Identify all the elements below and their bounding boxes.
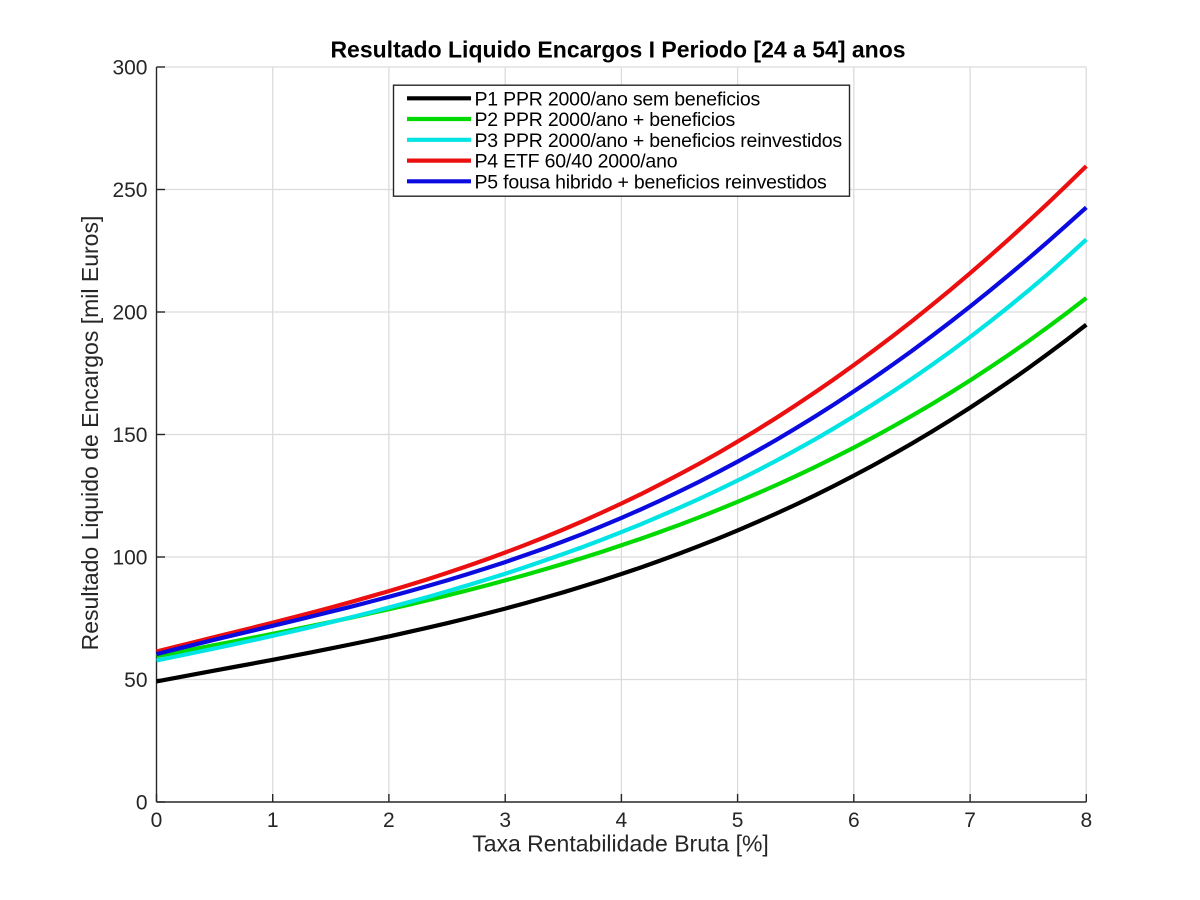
- svg-text:2: 2: [383, 809, 395, 832]
- svg-text:3: 3: [499, 809, 511, 832]
- svg-text:150: 150: [112, 424, 147, 447]
- svg-text:8: 8: [1080, 809, 1092, 832]
- svg-text:4: 4: [616, 809, 628, 832]
- svg-text:Resultado Liquido de Encargos: Resultado Liquido de Encargos [mil Euros…: [77, 216, 103, 651]
- svg-text:Taxa Rentabilidade Bruta [%]: Taxa Rentabilidade Bruta [%]: [472, 831, 769, 857]
- svg-text:P2 PPR 2000/ano + beneficios: P2 PPR 2000/ano + beneficios: [475, 109, 736, 131]
- svg-text:50: 50: [124, 669, 147, 692]
- svg-text:6: 6: [848, 809, 860, 832]
- svg-text:200: 200: [112, 301, 147, 324]
- svg-text:1: 1: [267, 809, 279, 832]
- svg-text:P5 fousa hibrido + beneficios: P5 fousa hibrido + beneficios reinvestid…: [475, 171, 827, 193]
- svg-text:P3 PPR 2000/ano + beneficios r: P3 PPR 2000/ano + beneficios reinvestido…: [475, 130, 843, 152]
- svg-text:5: 5: [732, 809, 744, 832]
- svg-text:7: 7: [964, 809, 976, 832]
- svg-text:P4 ETF 60/40 2000/ano: P4 ETF 60/40 2000/ano: [475, 151, 678, 173]
- svg-text:Resultado Liquido Encargos I P: Resultado Liquido Encargos I Periodo [24…: [330, 37, 905, 63]
- svg-text:100: 100: [112, 546, 147, 569]
- svg-text:300: 300: [112, 56, 147, 79]
- svg-text:250: 250: [112, 179, 147, 202]
- svg-text:P1 PPR 2000/ano sem beneficios: P1 PPR 2000/ano sem beneficios: [475, 88, 761, 110]
- svg-text:0: 0: [151, 809, 163, 832]
- svg-text:0: 0: [136, 791, 148, 814]
